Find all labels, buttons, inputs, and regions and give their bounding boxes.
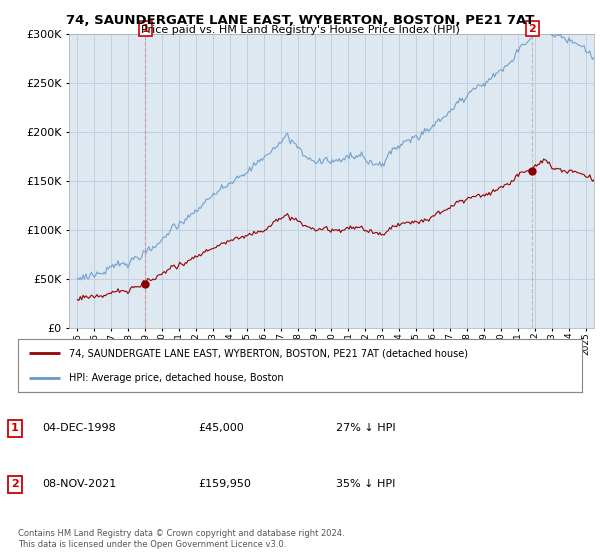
Text: 27% ↓ HPI: 27% ↓ HPI <box>336 423 395 433</box>
Text: HPI: Average price, detached house, Boston: HPI: Average price, detached house, Bost… <box>69 372 283 382</box>
Text: 04-DEC-1998: 04-DEC-1998 <box>42 423 116 433</box>
Text: 74, SAUNDERGATE LANE EAST, WYBERTON, BOSTON, PE21 7AT: 74, SAUNDERGATE LANE EAST, WYBERTON, BOS… <box>66 14 534 27</box>
Text: Price paid vs. HM Land Registry's House Price Index (HPI): Price paid vs. HM Land Registry's House … <box>140 25 460 35</box>
Text: 08-NOV-2021: 08-NOV-2021 <box>42 479 116 489</box>
Text: 74, SAUNDERGATE LANE EAST, WYBERTON, BOSTON, PE21 7AT (detached house): 74, SAUNDERGATE LANE EAST, WYBERTON, BOS… <box>69 348 468 358</box>
Text: £159,950: £159,950 <box>198 479 251 489</box>
Text: 1: 1 <box>142 24 149 34</box>
Text: 35% ↓ HPI: 35% ↓ HPI <box>336 479 395 489</box>
Text: 1: 1 <box>11 423 19 433</box>
Text: 2: 2 <box>11 479 19 489</box>
Text: £45,000: £45,000 <box>198 423 244 433</box>
Text: Contains HM Land Registry data © Crown copyright and database right 2024.
This d: Contains HM Land Registry data © Crown c… <box>18 529 344 549</box>
Text: 2: 2 <box>529 24 536 34</box>
